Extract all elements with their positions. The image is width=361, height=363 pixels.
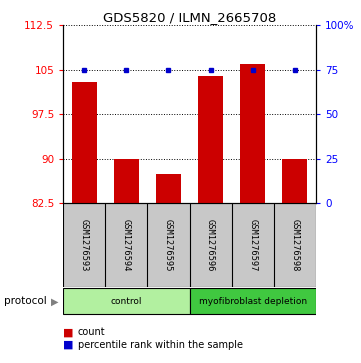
Text: GSM1276594: GSM1276594 xyxy=(122,219,131,271)
Title: GDS5820 / ILMN_2665708: GDS5820 / ILMN_2665708 xyxy=(103,11,276,24)
Bar xyxy=(114,159,139,203)
Bar xyxy=(274,203,316,287)
Bar xyxy=(190,288,316,314)
Bar xyxy=(63,288,190,314)
Text: ▶: ▶ xyxy=(51,296,58,306)
Text: count: count xyxy=(78,327,105,337)
Text: GSM1276597: GSM1276597 xyxy=(248,219,257,271)
Bar xyxy=(198,76,223,203)
Text: protocol: protocol xyxy=(4,296,46,306)
Bar xyxy=(105,203,147,287)
Bar xyxy=(232,203,274,287)
Text: control: control xyxy=(110,297,142,306)
Bar xyxy=(240,64,265,203)
Bar xyxy=(147,203,190,287)
Bar xyxy=(63,203,105,287)
Text: myofibroblast depletion: myofibroblast depletion xyxy=(199,297,307,306)
Bar xyxy=(156,174,181,203)
Text: ■: ■ xyxy=(63,327,74,337)
Text: GSM1276598: GSM1276598 xyxy=(290,219,299,271)
Text: ■: ■ xyxy=(63,340,74,350)
Bar xyxy=(282,159,308,203)
Text: GSM1276596: GSM1276596 xyxy=(206,219,215,271)
Text: GSM1276595: GSM1276595 xyxy=(164,219,173,271)
Text: percentile rank within the sample: percentile rank within the sample xyxy=(78,340,243,350)
Bar xyxy=(71,82,97,203)
Text: GSM1276593: GSM1276593 xyxy=(80,219,89,271)
Bar xyxy=(190,203,232,287)
